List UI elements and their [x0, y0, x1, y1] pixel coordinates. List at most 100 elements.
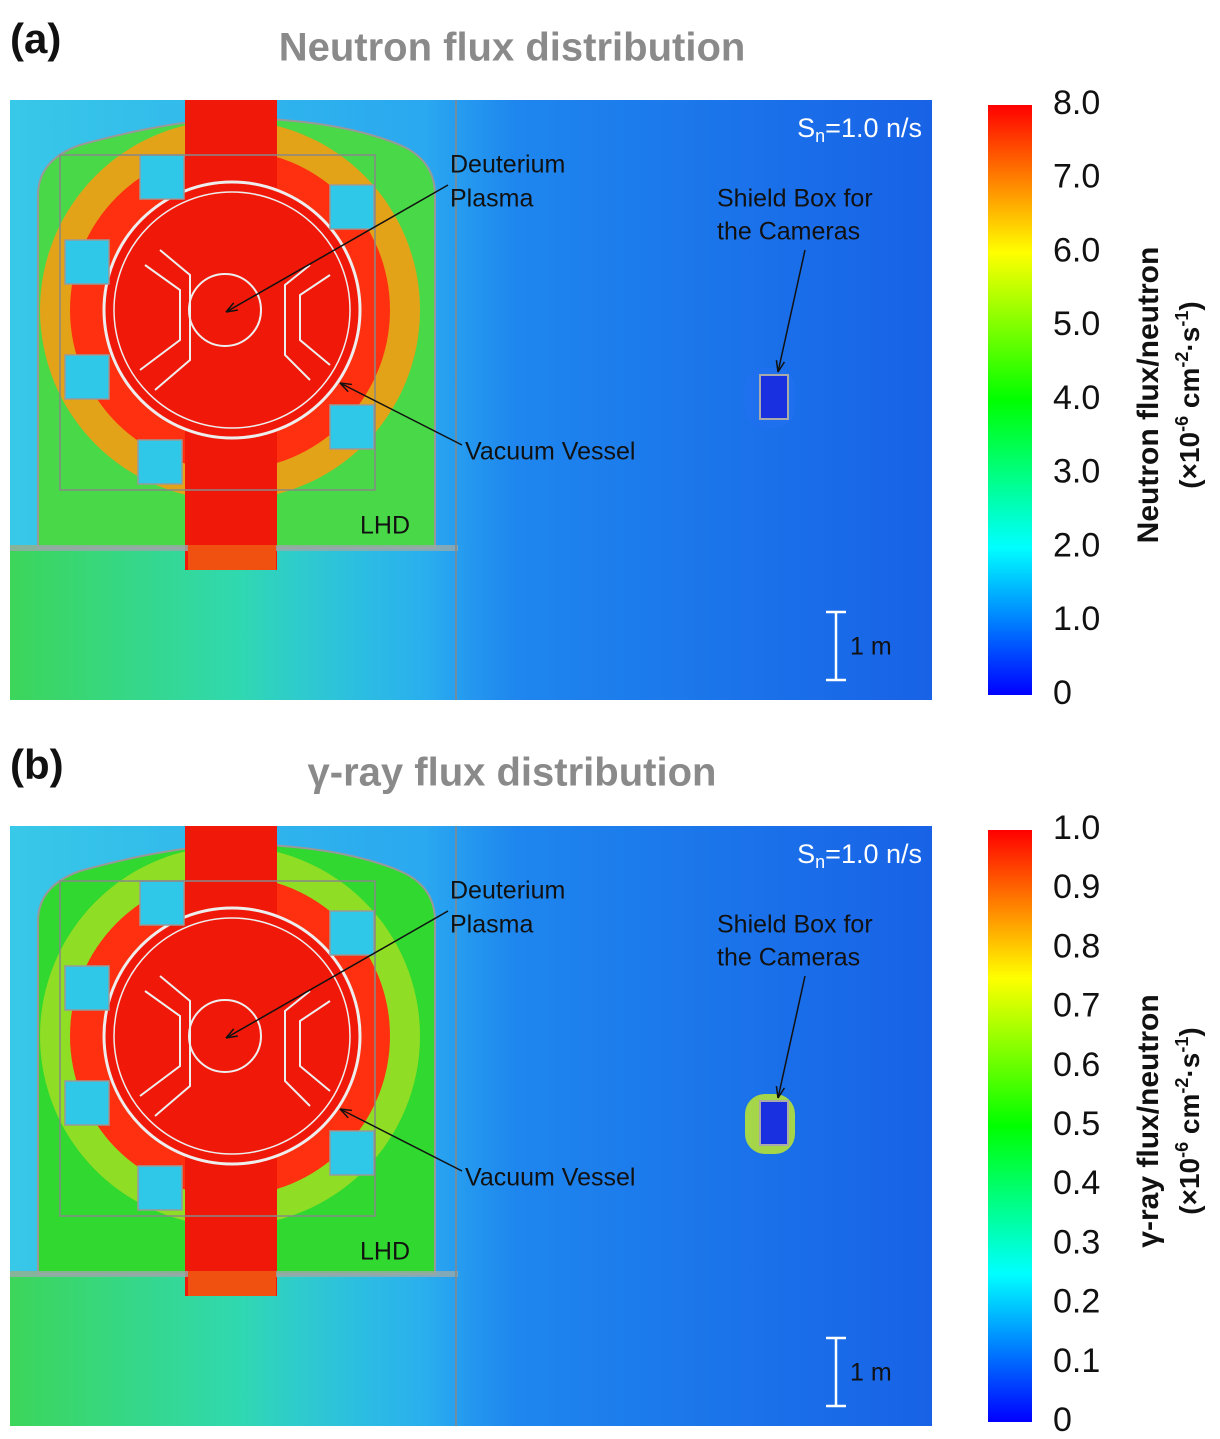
- colorbar-tick-label: 4.0: [1053, 379, 1100, 417]
- source-part: n: [815, 852, 825, 872]
- source-strength: Sn=1.0 n/s: [797, 839, 922, 872]
- ground: [10, 545, 470, 700]
- coil-right: [284, 990, 331, 1107]
- annotation: Deuterium: [450, 151, 565, 179]
- arrow: [339, 1108, 463, 1172]
- annotation: 1 m: [850, 633, 892, 661]
- port: [64, 1080, 110, 1126]
- arrow-head: [225, 1028, 238, 1039]
- source-part: n: [815, 126, 825, 146]
- colorbar-tick-label: 0.7: [1053, 987, 1100, 1025]
- colorbar-tick-label: 0.6: [1053, 1046, 1100, 1084]
- flux-map: Deuterium Plasma Shield Box for the Cameras…: [10, 100, 932, 700]
- scale-bar: [826, 1336, 846, 1408]
- frame: [59, 154, 376, 491]
- scale-bar: [826, 610, 846, 682]
- shield-box: [759, 1100, 789, 1146]
- colorbar-tick-label: 2.0: [1053, 526, 1100, 564]
- colorbar-tick-label: 6.0: [1053, 231, 1100, 269]
- colorbar-label: γ-ray flux/neutron: [1132, 994, 1165, 1247]
- vessel-inner: [113, 917, 351, 1155]
- unit-part: cm: [1174, 368, 1205, 416]
- source-part: =1.0 n/s: [825, 113, 922, 143]
- unit-part: ·s: [1174, 327, 1205, 352]
- arrow-head: [225, 302, 238, 313]
- colorbar-tick-label: 0.8: [1053, 927, 1100, 965]
- colorbar-tick-label: 0: [1053, 674, 1072, 712]
- frame: [59, 880, 376, 1217]
- source-part: =1.0 n/s: [825, 839, 922, 869]
- colorbar-tick-label: 0.5: [1053, 1105, 1100, 1143]
- stem: [188, 1271, 276, 1296]
- colorbar: [988, 830, 1032, 1422]
- colorbar-label: Neutron flux/neutron: [1132, 247, 1165, 544]
- unit-part: -2: [1172, 352, 1192, 368]
- port: [139, 154, 185, 200]
- port: [329, 910, 375, 956]
- colorbar-tick-label: 5.0: [1053, 305, 1100, 343]
- annotation: Plasma: [450, 911, 533, 939]
- flux-map: Deuterium Plasma Shield Box for the Cameras…: [10, 826, 932, 1426]
- port: [329, 404, 375, 450]
- vessel: [102, 180, 362, 440]
- port: [64, 354, 110, 400]
- port: [329, 184, 375, 230]
- colorbar-unit: (×10-6 cm-2·s-1): [1172, 1027, 1206, 1214]
- unit-part: ): [1174, 1027, 1205, 1036]
- arrow: [777, 975, 806, 1099]
- stem: [188, 545, 276, 570]
- unit-part: -2: [1172, 1078, 1192, 1094]
- colorbar: [988, 105, 1032, 695]
- panel-label: (b): [10, 741, 64, 788]
- colorbar-tick-label: 0: [1053, 1401, 1072, 1439]
- annotation: the Cameras: [717, 218, 860, 246]
- colorbar-tick-label: 1.0: [1053, 600, 1100, 638]
- source-strength: Sn=1.0 n/s: [797, 113, 922, 146]
- arrow-head: [339, 382, 353, 393]
- annotation: Vacuum Vessel: [465, 1164, 635, 1192]
- arrow: [225, 910, 449, 1039]
- shield-box: [759, 374, 789, 420]
- unit-part: -1: [1172, 311, 1192, 327]
- annotation: 1 m: [850, 1359, 892, 1387]
- annotation: Plasma: [450, 185, 533, 213]
- unit-part: cm: [1174, 1094, 1205, 1142]
- ground: [10, 1271, 470, 1426]
- coil-left: [139, 975, 191, 1117]
- colorbar-tick-label: 0.2: [1053, 1283, 1100, 1321]
- arrow: [339, 382, 463, 446]
- annotation: Shield Box for: [717, 185, 873, 213]
- source-part: S: [797, 839, 815, 869]
- annotation: Shield Box for: [717, 911, 873, 939]
- chart-title: Neutron flux distribution: [279, 26, 746, 70]
- coil-right: [284, 264, 331, 381]
- unit-part: -1: [1172, 1037, 1192, 1053]
- arrow-head: [339, 1108, 353, 1119]
- arrow-head: [775, 1086, 786, 1099]
- chart-title: γ-ray flux distribution: [308, 751, 717, 795]
- unit-part: (×10: [1174, 432, 1205, 489]
- colorbar-tick-label: 0.3: [1053, 1223, 1100, 1261]
- colorbar-tick-label: 0.1: [1053, 1342, 1100, 1380]
- coil-left: [139, 249, 191, 391]
- annotation: Vacuum Vessel: [465, 438, 635, 466]
- port: [329, 1130, 375, 1176]
- arrow-head: [775, 360, 786, 373]
- arrow: [777, 249, 806, 373]
- panel-label: (a): [10, 15, 61, 62]
- annotation: Deuterium: [450, 877, 565, 905]
- port: [64, 965, 110, 1011]
- vessel-inner: [113, 191, 351, 429]
- colorbar-tick-label: 0.4: [1053, 1164, 1100, 1202]
- colorbar-tick-label: 3.0: [1053, 453, 1100, 491]
- source-part: S: [797, 113, 815, 143]
- unit-part: -6: [1172, 1142, 1192, 1158]
- port: [137, 439, 183, 485]
- colorbar-tick-label: 7.0: [1053, 158, 1100, 196]
- annotation: the Cameras: [717, 944, 860, 972]
- annotation: LHD: [360, 512, 410, 540]
- unit-part: -6: [1172, 416, 1192, 432]
- vessel: [102, 906, 362, 1166]
- colorbar-tick-label: 1.0: [1053, 809, 1100, 847]
